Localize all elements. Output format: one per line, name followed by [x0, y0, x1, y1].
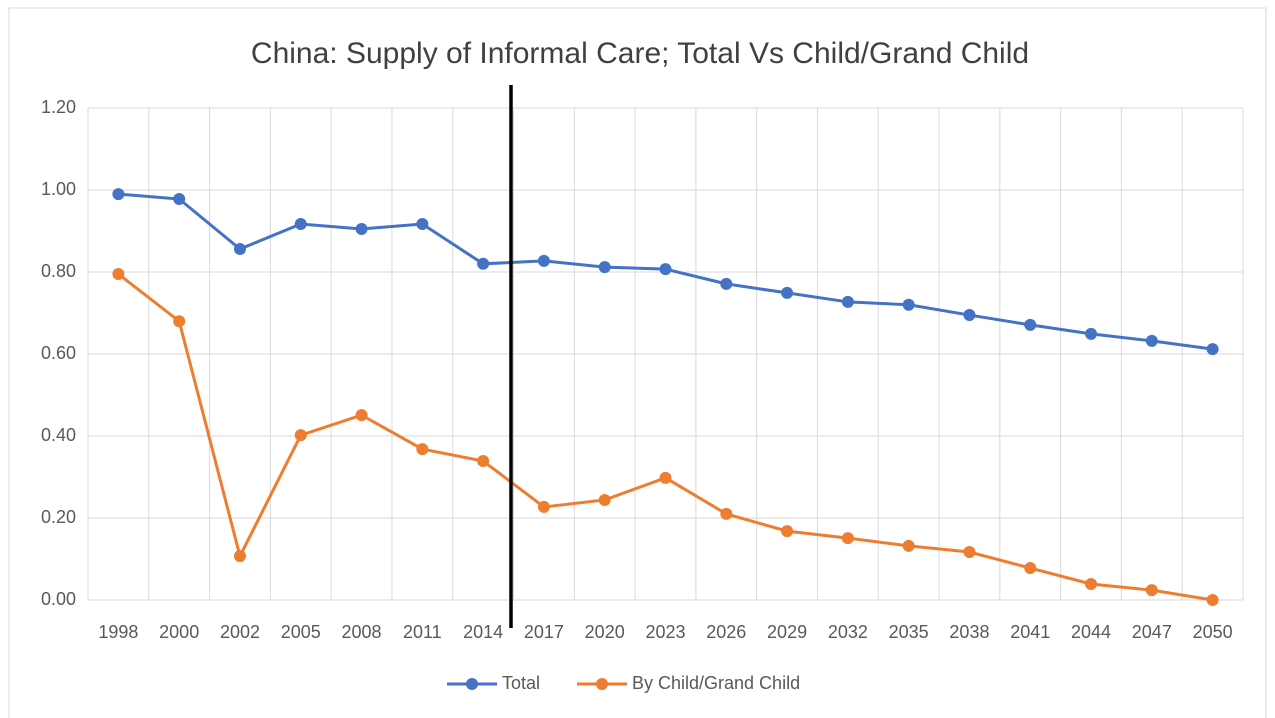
point — [1024, 318, 1037, 331]
point — [598, 261, 611, 274]
legend-label: By Child/Grand Child — [632, 673, 800, 693]
x-tick-label: 2032 — [828, 622, 868, 642]
point — [233, 550, 246, 563]
point — [963, 309, 976, 322]
point — [1206, 343, 1219, 356]
x-tick-label: 2023 — [645, 622, 685, 642]
point — [537, 254, 550, 267]
y-tick-label: 0.00 — [41, 589, 76, 609]
y-tick-label: 0.60 — [41, 343, 76, 363]
x-tick-label: 2014 — [463, 622, 503, 642]
point — [173, 193, 186, 206]
x-tick-label: 2035 — [889, 622, 929, 642]
point — [173, 315, 186, 328]
y-tick-label: 0.40 — [41, 425, 76, 445]
y-tick-label: 1.20 — [41, 97, 76, 117]
point — [659, 471, 672, 484]
point — [355, 222, 368, 235]
legend-marker — [466, 678, 478, 690]
point — [720, 277, 733, 290]
x-tick-label: 2038 — [949, 622, 989, 642]
point — [294, 218, 307, 231]
point — [598, 493, 611, 506]
x-tick-label: 2011 — [403, 622, 442, 642]
point — [416, 443, 429, 456]
x-tick-label: 1998 — [98, 622, 138, 642]
point — [355, 409, 368, 422]
point — [781, 525, 794, 538]
point — [902, 539, 915, 552]
plot — [112, 188, 1219, 606]
x-tick-label: 2005 — [281, 622, 321, 642]
legend: Total By Child/Grand Child — [447, 673, 800, 693]
point — [1206, 594, 1219, 606]
point — [416, 218, 429, 231]
point — [1145, 334, 1158, 347]
point — [720, 507, 733, 520]
legend-marker — [596, 678, 608, 690]
x-tick-label: 2017 — [524, 622, 564, 642]
point — [112, 188, 125, 201]
legend-label: Total — [502, 673, 540, 693]
point — [294, 429, 307, 442]
point — [659, 263, 672, 276]
point — [841, 295, 854, 308]
x-tick-label: 2050 — [1193, 622, 1233, 642]
x-tick-label: 2029 — [767, 622, 807, 642]
grid: 0.00 0.20 0.40 0.60 0.80 1.00 1.20 1998 2000 2002… — [41, 97, 1244, 642]
x-tick-label: 2026 — [706, 622, 746, 642]
x-tick-label: 2008 — [342, 622, 382, 642]
point — [233, 243, 246, 256]
x-tick-label: 2020 — [585, 622, 625, 642]
y-tick-label: 0.80 — [41, 261, 76, 281]
point — [841, 532, 854, 545]
y-tick-label: 1.00 — [41, 179, 76, 199]
point — [1145, 584, 1158, 597]
x-tick-label: 2002 — [220, 622, 260, 642]
point — [902, 298, 915, 311]
chart-frame — [8, 7, 1267, 718]
x-tick-label: 2044 — [1071, 622, 1111, 642]
point — [1085, 327, 1098, 340]
x-tick-label: 2047 — [1132, 622, 1172, 642]
x-tick-label: 2041 — [1010, 622, 1050, 642]
chart-title: China: Supply of Informal Care; Total Vs… — [251, 37, 1029, 70]
point — [963, 546, 976, 559]
x-tick-label: 2000 — [159, 622, 199, 642]
point — [477, 455, 490, 468]
point — [537, 500, 550, 513]
y-tick-label: 0.20 — [41, 507, 76, 527]
point — [781, 286, 794, 299]
point — [477, 257, 490, 270]
point — [112, 268, 125, 281]
point — [1085, 578, 1098, 591]
point — [1024, 562, 1037, 575]
